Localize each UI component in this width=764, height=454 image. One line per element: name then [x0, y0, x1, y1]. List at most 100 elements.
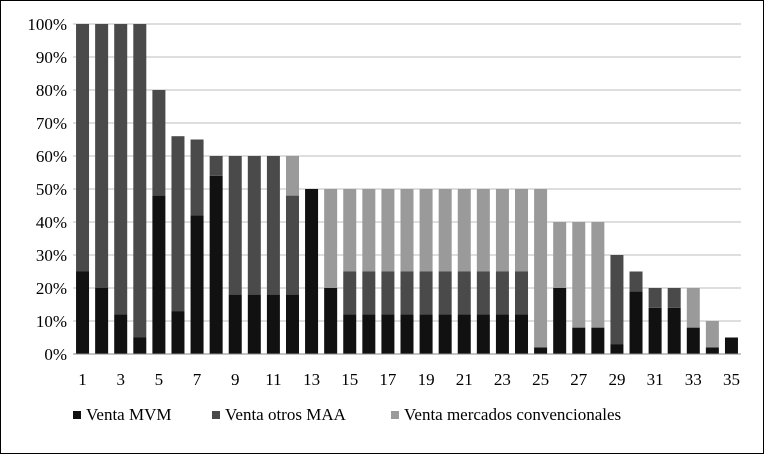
- x-tick-label: 35: [723, 370, 740, 389]
- bar-segment: [419, 189, 433, 272]
- bar-segment: [400, 314, 414, 354]
- x-tick-label: 7: [193, 370, 202, 389]
- bar-segment: [133, 24, 147, 338]
- bar-segment: [534, 189, 548, 348]
- legend-swatch: [73, 411, 81, 419]
- bar-segment: [686, 327, 700, 354]
- bar-segment: [419, 314, 433, 354]
- bar-segment: [705, 347, 719, 354]
- bar-segment: [362, 189, 376, 272]
- bar-segment: [476, 271, 490, 315]
- bar-segment: [610, 344, 624, 354]
- bar-segment: [343, 271, 357, 315]
- legend-swatch: [391, 411, 399, 419]
- x-tick-label: 27: [570, 370, 588, 389]
- y-tick-label: 40%: [36, 213, 67, 232]
- legend-swatch: [212, 411, 220, 419]
- bar-segment: [247, 294, 261, 354]
- bar-segment: [648, 288, 662, 308]
- bar-segment: [381, 271, 395, 315]
- bar-segment: [266, 294, 280, 354]
- y-tick-label: 60%: [36, 147, 67, 166]
- bar-segment: [362, 271, 376, 315]
- bar-segment: [495, 314, 509, 354]
- bar-segment: [400, 189, 414, 272]
- y-tick-label: 20%: [36, 279, 67, 298]
- y-tick-label: 30%: [36, 246, 67, 265]
- y-tick-label: 100%: [27, 15, 67, 34]
- bar-segment: [171, 136, 185, 312]
- x-tick-label: 3: [116, 370, 125, 389]
- bar-segment: [476, 189, 490, 272]
- bar-segment: [419, 271, 433, 315]
- bar-segment: [324, 189, 338, 288]
- bar-segment: [495, 271, 509, 315]
- bar-segment: [553, 288, 567, 354]
- x-tick-label: 33: [685, 370, 702, 389]
- bar-segment: [438, 271, 452, 315]
- bar-segment: [95, 24, 109, 288]
- bar-segment: [476, 314, 490, 354]
- bar-segment: [438, 189, 452, 272]
- bar-segment: [95, 288, 109, 354]
- bar-segment: [515, 314, 529, 354]
- bar-segment: [705, 321, 719, 348]
- bar-segment: [572, 222, 586, 328]
- x-tick-label: 25: [532, 370, 549, 389]
- bar-segment: [381, 314, 395, 354]
- bar-segment: [266, 156, 280, 295]
- bar-segment: [686, 288, 700, 328]
- bar-segment: [76, 24, 90, 272]
- bar-segment: [515, 189, 529, 272]
- bar-segment: [285, 294, 299, 354]
- bar-segment: [457, 314, 471, 354]
- y-tick-label: 90%: [36, 48, 67, 67]
- bar-segment: [190, 215, 204, 354]
- bar-segment: [724, 337, 738, 354]
- bar-segment: [209, 156, 223, 176]
- bar-segment: [572, 327, 586, 354]
- legend-label: Venta MVM: [86, 405, 171, 424]
- bar-segment: [438, 314, 452, 354]
- bar-segment: [343, 189, 357, 272]
- legend-label: Venta otros MAA: [225, 405, 347, 424]
- bar-segment: [76, 271, 90, 354]
- bar-segment: [534, 347, 548, 354]
- bars: [76, 24, 738, 354]
- x-tick-label: 13: [303, 370, 320, 389]
- x-tick-label: 15: [341, 370, 358, 389]
- bar-segment: [553, 222, 567, 288]
- x-tick-label: 17: [379, 370, 397, 389]
- bar-segment: [667, 288, 681, 308]
- x-tick-label: 11: [265, 370, 281, 389]
- bar-segment: [400, 271, 414, 315]
- x-tick-label: 5: [155, 370, 164, 389]
- bar-segment: [228, 156, 242, 295]
- bar-segment: [114, 24, 128, 315]
- x-tick-label: 29: [608, 370, 625, 389]
- bar-segment: [591, 327, 605, 354]
- y-tick-label: 70%: [36, 114, 67, 133]
- y-tick-label: 50%: [36, 180, 67, 199]
- bar-segment: [305, 189, 319, 354]
- bar-segment: [362, 314, 376, 354]
- y-tick-label: 0%: [44, 345, 67, 364]
- bar-segment: [190, 139, 204, 216]
- bar-segment: [648, 307, 662, 354]
- bar-segment: [152, 195, 166, 354]
- x-tick-label: 1: [78, 370, 87, 389]
- x-tick-label: 31: [647, 370, 664, 389]
- bar-segment: [247, 156, 261, 295]
- bar-segment: [343, 314, 357, 354]
- bar-segment: [629, 271, 643, 292]
- bar-segment: [285, 195, 299, 295]
- y-tick-label: 10%: [36, 312, 67, 331]
- legend: Venta MVM Venta otros MAA Venta mercados c…: [73, 405, 621, 424]
- bar-segment: [114, 314, 128, 354]
- x-tick-label: 9: [231, 370, 240, 389]
- bar-segment: [495, 189, 509, 272]
- bar-segment: [324, 288, 338, 354]
- bar-segment: [457, 189, 471, 272]
